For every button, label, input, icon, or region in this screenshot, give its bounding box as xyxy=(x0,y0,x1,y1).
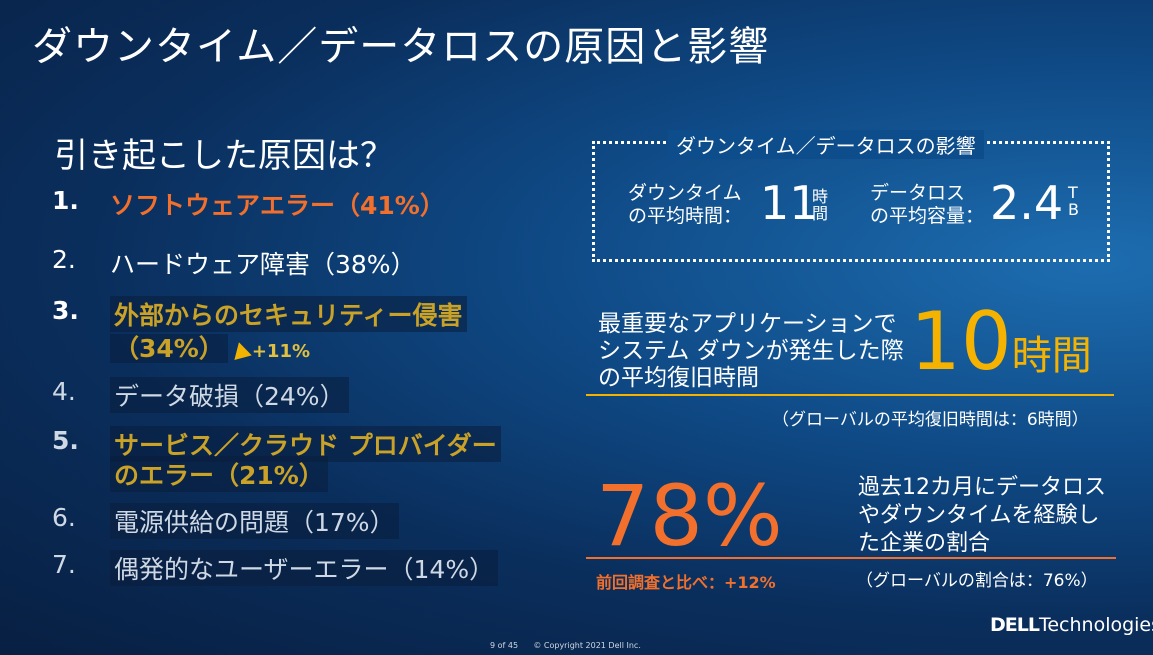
logo-brand: DELL xyxy=(990,614,1040,636)
downtime-unit-line1: 時 xyxy=(812,187,829,206)
global-experience-note: （グローバルの割合は：76%） xyxy=(856,571,1098,591)
cause-number: 4. xyxy=(52,377,76,406)
experience-line1: 過去12カ月にデータロス xyxy=(858,475,1106,500)
cause-label-line2: のエラー（21%） xyxy=(110,456,328,492)
downtime-label-line2: の平均時間： xyxy=(628,205,743,227)
cause-number: 5. xyxy=(52,426,79,455)
cause-label: データ破損（24%） xyxy=(110,377,349,413)
dataloss-label-line2: の平均容量： xyxy=(870,205,985,227)
cause-label: ソフトウェアエラー（41%） xyxy=(110,191,445,220)
critical-line1: 最重要なアプリケーションで xyxy=(598,311,897,337)
causes-heading: 引き起こした原因は？ xyxy=(54,136,394,176)
experience-line2: やダウンタイムを経験し xyxy=(858,503,1100,528)
cause-number: 1. xyxy=(52,186,79,215)
critical-app-text: 最重要なアプリケーションで システム ダウンが発生した際 の平均復旧時間 xyxy=(598,311,904,392)
page-number: 9 of 45 xyxy=(490,641,519,650)
footer: 9 of 45 © Copyright 2021 Dell Inc. xyxy=(490,641,641,650)
recovery-time-value: 10 xyxy=(910,295,1012,388)
dataloss-label: データロス の平均容量： xyxy=(870,182,984,228)
downtime-unit: 時 間 xyxy=(812,188,828,222)
previous-survey-note: 前回調査と比べ：+12% xyxy=(596,573,776,592)
divider xyxy=(586,394,1114,396)
copyright: © Copyright 2021 Dell Inc. xyxy=(533,641,641,650)
experience-percent: 78% xyxy=(596,467,783,565)
global-recovery-note: （グローバルの平均復旧時間は：6時間） xyxy=(772,410,1089,430)
cause-label: 外部からのセキュリティー侵害 xyxy=(110,296,467,332)
cause-number: 7. xyxy=(52,550,76,579)
downtime-unit-line2: 間 xyxy=(812,204,829,223)
dataloss-unit-line2: B xyxy=(1068,200,1079,219)
critical-line2: システム ダウンが発生した際 xyxy=(598,338,904,364)
cause-label: 電源供給の問題（17%） xyxy=(110,503,399,539)
experience-line3: た企業の割合 xyxy=(858,531,991,556)
dataloss-label-line1: データロス xyxy=(870,182,966,204)
cause-delta: +11% xyxy=(251,341,311,362)
experience-text: 過去12カ月にデータロス やダウンタイムを経験し た企業の割合 xyxy=(858,474,1106,558)
downtime-label-line1: ダウンタイム xyxy=(628,182,742,204)
dell-technologies-logo: DELLTechnologies xyxy=(990,614,1153,636)
dataloss-unit: T B xyxy=(1068,184,1079,218)
logo-suffix: Technologies xyxy=(1038,614,1153,636)
dataloss-unit-line1: T xyxy=(1068,183,1078,202)
cause-number: 3. xyxy=(52,296,79,325)
downtime-value: 11 xyxy=(760,176,819,230)
cause-label-line2-wrap: （34%） +11% xyxy=(110,329,310,365)
divider xyxy=(586,557,1116,559)
cause-number: 6. xyxy=(52,503,76,532)
cause-label: ハードウェア障害（38%） xyxy=(110,250,416,279)
cause-label: 偶発的なユーザーエラー（14%） xyxy=(110,550,499,586)
critical-line3: の平均復旧時間 xyxy=(598,365,759,391)
impact-title: ダウンタイム／データロスの影響 xyxy=(668,130,984,159)
recovery-time: 10時間 xyxy=(910,300,1092,398)
cause-label-line2: （34%） xyxy=(110,334,228,363)
slide-title: ダウンタイム／データロスの原因と影響 xyxy=(32,24,770,70)
recovery-time-unit: 時間 xyxy=(1011,333,1092,379)
arrow-up-icon xyxy=(230,339,252,361)
cause-number: 2. xyxy=(52,245,76,274)
downtime-label: ダウンタイム の平均時間： xyxy=(628,182,742,228)
dataloss-value: 2.4 xyxy=(990,176,1064,230)
